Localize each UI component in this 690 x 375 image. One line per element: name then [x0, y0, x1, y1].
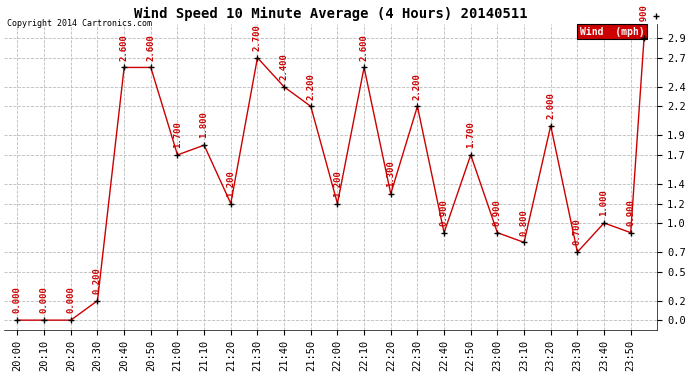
Text: 0.000: 0.000 — [66, 286, 75, 314]
Text: 1.700: 1.700 — [466, 121, 475, 148]
Text: 1.200: 1.200 — [333, 170, 342, 197]
Text: 2.000: 2.000 — [546, 92, 555, 119]
Text: Wind  (mph): Wind (mph) — [580, 27, 644, 37]
Text: Copyright 2014 Cartronics.com: Copyright 2014 Cartronics.com — [7, 19, 152, 28]
Text: 2.200: 2.200 — [413, 73, 422, 99]
Text: 0.800: 0.800 — [520, 209, 529, 236]
Text: 0.900: 0.900 — [627, 199, 635, 226]
Text: 0.000: 0.000 — [39, 286, 49, 314]
Text: 1.000: 1.000 — [600, 189, 609, 216]
Text: 2.600: 2.600 — [119, 34, 128, 61]
Text: 0.700: 0.700 — [573, 218, 582, 245]
Text: 0.000: 0.000 — [13, 286, 22, 314]
Text: 2.400: 2.400 — [279, 53, 288, 80]
Text: 1.200: 1.200 — [226, 170, 235, 197]
Text: 0.900: 0.900 — [493, 199, 502, 226]
Text: 1.800: 1.800 — [199, 111, 208, 138]
Text: 2.200: 2.200 — [306, 73, 315, 99]
Text: 2.700: 2.700 — [253, 24, 262, 51]
Text: 1.700: 1.700 — [173, 121, 182, 148]
Text: 0.900: 0.900 — [440, 199, 449, 226]
Text: 1.300: 1.300 — [386, 160, 395, 187]
Text: 2.600: 2.600 — [359, 34, 368, 61]
Text: 0.200: 0.200 — [93, 267, 102, 294]
Title: Wind Speed 10 Minute Average (4 Hours) 20140511: Wind Speed 10 Minute Average (4 Hours) 2… — [134, 7, 528, 21]
Text: 2.600: 2.600 — [146, 34, 155, 61]
Text: 2.900: 2.900 — [640, 4, 649, 32]
